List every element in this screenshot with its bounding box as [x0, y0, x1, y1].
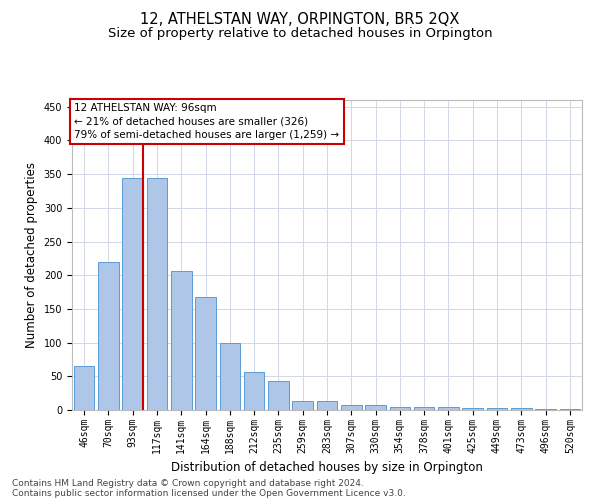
Bar — [438, 406, 459, 410]
Bar — [365, 406, 386, 410]
Bar — [244, 372, 265, 410]
Bar — [389, 406, 410, 410]
Bar — [74, 366, 94, 410]
Bar — [341, 404, 362, 410]
Text: Contains public sector information licensed under the Open Government Licence v3: Contains public sector information licen… — [12, 488, 406, 498]
Bar — [560, 408, 580, 410]
Bar — [122, 178, 143, 410]
Bar — [146, 178, 167, 410]
Bar — [511, 408, 532, 410]
Bar — [220, 344, 240, 410]
Bar — [414, 406, 434, 410]
Bar — [535, 408, 556, 410]
Bar — [487, 408, 508, 410]
Bar — [463, 408, 483, 410]
Bar — [171, 270, 191, 410]
Bar — [292, 401, 313, 410]
Text: Size of property relative to detached houses in Orpington: Size of property relative to detached ho… — [107, 28, 493, 40]
X-axis label: Distribution of detached houses by size in Orpington: Distribution of detached houses by size … — [171, 461, 483, 474]
Text: 12 ATHELSTAN WAY: 96sqm
← 21% of detached houses are smaller (326)
79% of semi-d: 12 ATHELSTAN WAY: 96sqm ← 21% of detache… — [74, 104, 340, 140]
Bar — [98, 262, 119, 410]
Text: Contains HM Land Registry data © Crown copyright and database right 2024.: Contains HM Land Registry data © Crown c… — [12, 478, 364, 488]
Y-axis label: Number of detached properties: Number of detached properties — [25, 162, 38, 348]
Bar — [268, 381, 289, 410]
Bar — [317, 401, 337, 410]
Text: 12, ATHELSTAN WAY, ORPINGTON, BR5 2QX: 12, ATHELSTAN WAY, ORPINGTON, BR5 2QX — [140, 12, 460, 28]
Bar — [195, 298, 216, 410]
